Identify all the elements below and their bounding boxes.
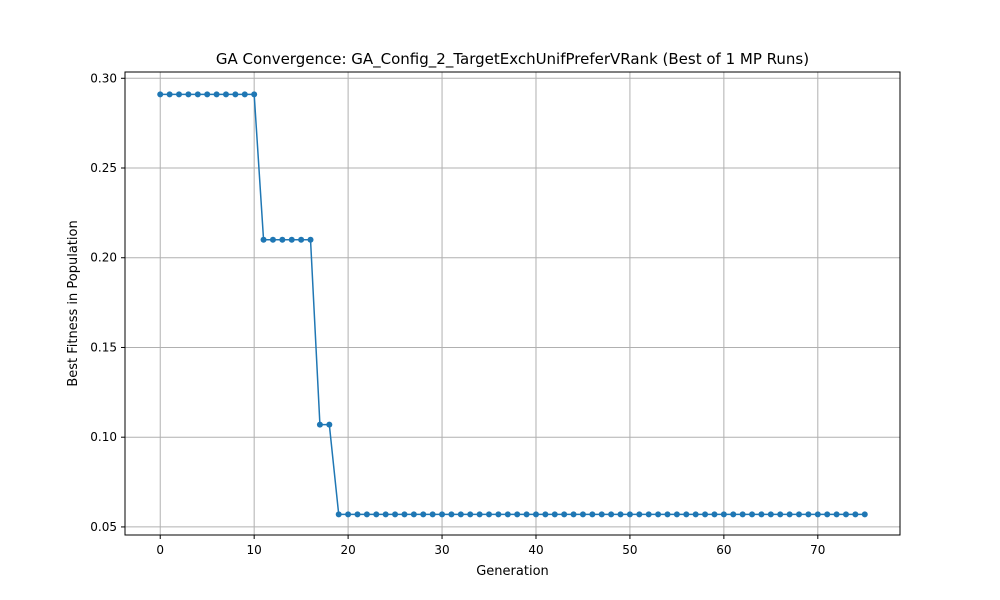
data-point	[608, 511, 615, 518]
data-point	[354, 511, 361, 518]
data-point	[561, 511, 568, 518]
y-tick-label: 0.15	[90, 340, 117, 354]
data-point	[410, 511, 417, 518]
data-point	[420, 511, 427, 518]
data-point	[852, 511, 859, 518]
data-point	[185, 91, 192, 98]
data-point	[579, 511, 586, 518]
plot-frame	[124, 71, 901, 536]
data-point	[326, 421, 333, 428]
data-point	[683, 511, 690, 518]
data-point	[260, 236, 267, 243]
data-point	[232, 91, 239, 98]
data-point	[814, 511, 821, 518]
data-point	[157, 91, 164, 98]
data-point	[833, 511, 840, 518]
x-tick-label: 40	[528, 543, 543, 557]
y-tick-label: 0.30	[90, 71, 117, 85]
data-point	[307, 236, 314, 243]
y-tick-label: 0.10	[90, 430, 117, 444]
data-point	[429, 511, 436, 518]
data-point	[251, 91, 258, 98]
x-tick-label: 20	[340, 543, 355, 557]
data-point	[288, 236, 295, 243]
data-point	[551, 511, 558, 518]
data-point	[279, 236, 286, 243]
x-tick-label: 70	[810, 543, 825, 557]
data-point	[598, 511, 605, 518]
chart-title: GA Convergence: GA_Config_2_TargetExchUn…	[216, 50, 809, 69]
y-tick-label: 0.05	[90, 520, 117, 534]
data-point	[824, 511, 831, 518]
data-point	[542, 511, 549, 518]
data-point	[626, 511, 633, 518]
data-point	[382, 511, 389, 518]
data-point	[702, 511, 709, 518]
data-point	[401, 511, 408, 518]
data-point	[373, 511, 380, 518]
data-point	[730, 511, 737, 518]
data-point	[673, 511, 680, 518]
data-point	[796, 511, 803, 518]
data-point	[176, 91, 183, 98]
data-point	[861, 511, 868, 518]
data-point	[335, 511, 342, 518]
data-point	[504, 511, 511, 518]
data-point	[457, 511, 464, 518]
data-point	[194, 91, 201, 98]
series-line	[160, 93, 865, 516]
data-point	[363, 511, 370, 518]
data-point	[617, 511, 624, 518]
data-point	[316, 421, 323, 428]
data-point	[204, 91, 211, 98]
data-point	[570, 511, 577, 518]
data-point	[467, 511, 474, 518]
y-tick-label: 0.20	[90, 251, 117, 265]
data-point	[589, 511, 596, 518]
data-point	[532, 511, 539, 518]
x-tick-label: 0	[156, 543, 164, 557]
x-tick-label: 10	[247, 543, 262, 557]
data-point	[805, 511, 812, 518]
data-point	[720, 511, 727, 518]
data-point	[758, 511, 765, 518]
data-point	[636, 511, 643, 518]
y-tick-label: 0.25	[90, 161, 117, 175]
data-point	[842, 511, 849, 518]
x-tick-label: 60	[716, 543, 731, 557]
data-point	[514, 511, 521, 518]
x-tick-label: 50	[622, 543, 637, 557]
data-point	[269, 236, 276, 243]
data-point	[213, 91, 220, 98]
data-point	[692, 511, 699, 518]
data-point	[749, 511, 756, 518]
data-point	[767, 511, 774, 518]
data-point	[495, 511, 502, 518]
data-point	[392, 511, 399, 518]
y-axis-label: Best Fitness in Population	[66, 220, 81, 386]
data-point	[777, 511, 784, 518]
data-point	[345, 511, 352, 518]
tick-layer: 0 10 20 30 40 50 60 70 0.05 0.10 0.15 0.20 0.25 0.30	[90, 71, 825, 557]
data-point	[486, 511, 493, 518]
data-point	[166, 91, 173, 98]
data-point	[448, 511, 455, 518]
data-point	[664, 511, 671, 518]
series-layer	[157, 91, 868, 518]
data-point	[645, 511, 652, 518]
data-point	[439, 511, 446, 518]
data-point	[476, 511, 483, 518]
x-axis-label: Generation	[476, 564, 549, 579]
data-point	[711, 511, 718, 518]
data-point	[786, 511, 793, 518]
data-point	[523, 511, 530, 518]
data-point	[298, 236, 305, 243]
x-tick-label: 30	[434, 543, 449, 557]
data-point	[222, 91, 229, 98]
data-point	[739, 511, 746, 518]
data-point	[241, 91, 248, 98]
data-point	[655, 511, 662, 518]
grid-lines	[125, 72, 900, 535]
